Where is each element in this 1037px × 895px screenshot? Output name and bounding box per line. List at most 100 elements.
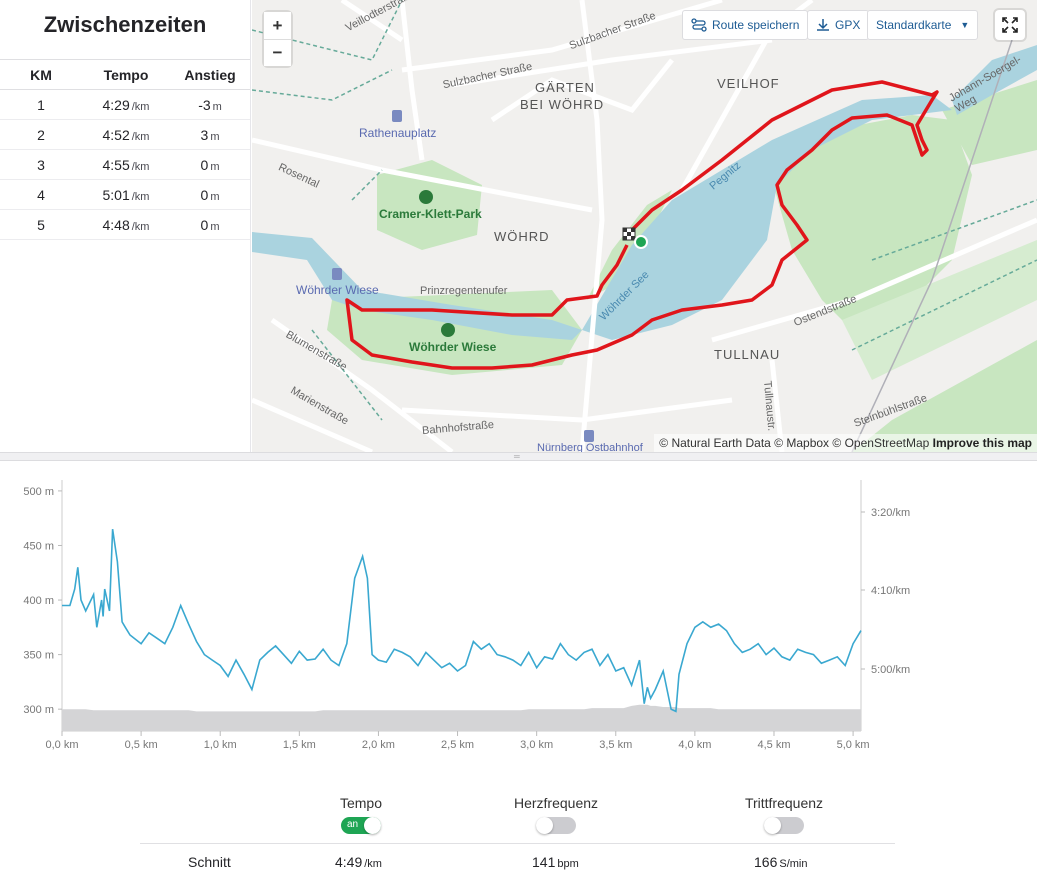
split-tempo-value: 4:52 [102,126,130,143]
split-tempo: 4:55/km [82,157,170,173]
split-row: 1 4:29/km -3 m [0,90,250,120]
avg-cadence-unit: S/min [779,858,808,870]
split-ascent-value: 3 [200,126,209,143]
pace-elevation-chart[interactable]: 500 m 450 m 400 m 350 m 300 m 3:20/km 4:10/km… [0,466,1037,756]
toggle-heart[interactable]: Herzfrequenz [476,795,636,837]
split-tempo: 5:01/km [82,187,170,203]
split-ascent-unit: m [210,190,220,203]
left-tick-label: 300 m [23,704,54,716]
split-ascent-value: -3 [198,96,211,113]
averages-row: Schnitt 4:49/km 141 bpm 166 S/min [140,843,895,883]
avg-cadence-value: 166 [754,854,778,870]
avg-tempo: 4:49/km [335,854,382,870]
zoom-in-button[interactable]: + [264,12,291,39]
park-area [587,190,672,300]
split-tempo-value: 5:01 [102,186,130,203]
split-row: 4 5:01/km 0 m [0,180,250,210]
footpaths [252,0,1037,421]
split-ascent-value: 0 [200,156,209,173]
header-ascent: Anstieg [184,66,236,83]
split-km: 4 [37,186,45,203]
avg-tempo-value: 4:49 [335,854,363,870]
toggle-cadence-label: Trittfrequenz [744,795,824,811]
gpx-button[interactable]: GPX [807,10,870,40]
tempo-switch[interactable]: an [341,817,381,834]
start-marker-icon [634,235,648,249]
split-tempo-unit: /km [131,130,150,143]
toggle-tempo[interactable]: Tempo an [281,795,441,837]
map-label: Cramer-Klett-Park [379,207,482,221]
fullscreen-button[interactable] [995,10,1025,40]
split-km: 1 [37,96,45,113]
tree-icon [441,323,455,337]
transit-icon [584,430,594,442]
switch-on-text: an [347,819,359,830]
split-ascent-value: 0 [200,186,209,203]
split-km: 2 [37,126,45,143]
avg-heart-unit: bpm [557,858,579,870]
map-label: Prinzregentenufer [420,285,508,297]
zoom-out-button[interactable]: − [264,39,291,66]
pace-line [62,528,862,713]
x-tick-label: 3,5 km [599,739,632,751]
map-attribution: © Natural Earth Data © Mapbox © OpenStre… [654,434,1037,452]
x-tick-label: 4,0 km [678,739,711,751]
split-tempo: 4:48/km [82,217,170,233]
x-tick-label: 5,0 km [837,739,870,751]
attribution-osm[interactable]: © OpenStreetMap [832,436,930,450]
toggle-cadence[interactable]: Trittfrequenz [704,795,864,837]
left-tick-label: 400 m [23,595,54,607]
splits-header: KM Tempo Anstieg [0,60,250,90]
left-axis: 500 m 450 m 400 m 350 m 300 m [23,486,62,716]
split-tempo-unit: /km [131,190,150,203]
map-label: VEILHOF [717,76,780,91]
gpx-label: GPX [835,18,861,32]
right-axis: 3:20/km 4:10/km 5:00/km [861,507,910,676]
park-area [772,115,972,330]
right-tick-label: 3:20/km [871,507,910,519]
tree-icon [419,190,433,204]
map-label: Wöhrder Wiese [296,283,379,297]
toggle-heart-label: Herzfrequenz [513,795,599,811]
attribution-ned[interactable]: © Natural Earth Data [659,436,771,450]
cadence-switch[interactable] [764,817,804,834]
woehrder-see [582,95,952,340]
park-area [852,340,1037,452]
map-label: Nürnberg Ostbahnhof [537,442,643,452]
transit-icon [332,268,342,280]
streets [252,0,1037,452]
x-tick-label: 2,5 km [441,739,474,751]
resize-handle[interactable]: ═ [0,452,1037,461]
split-tempo: 4:52/km [82,127,170,143]
split-km: 3 [37,156,45,173]
header-km: KM [30,66,52,83]
river-east [952,45,1037,115]
map-label: TULLNAU [714,347,781,362]
map-style-dropdown[interactable]: Standardkarte ▼ [867,10,979,40]
left-tick-label: 350 m [23,650,54,662]
route-map[interactable]: Veillodterstraße Sulzbacher Straße Sulzb… [252,0,1037,452]
toggle-tempo-label: Tempo [339,795,383,811]
right-tick-label: 4:10/km [871,585,910,597]
map-canvas[interactable] [252,0,1037,452]
split-row: 5 4:48/km 0 m [0,210,250,240]
x-tick-label: 1,0 km [204,739,237,751]
avg-heart: 141 bpm [532,854,579,870]
x-tick-label: 1,5 km [283,739,316,751]
split-km: 5 [37,216,45,233]
split-ascent: -3 m [170,97,250,113]
split-tempo-value: 4:48 [102,216,130,233]
save-route-button[interactable]: Route speichern [682,10,809,40]
split-tempo-value: 4:55 [102,156,130,173]
split-tempo-unit: /km [131,100,150,113]
attribution-mapbox[interactable]: © Mapbox [774,436,830,450]
split-tempo-unit: /km [131,160,150,173]
improve-map-link[interactable]: Improve this map [932,436,1032,450]
heart-switch[interactable] [536,817,576,834]
route-line [345,80,939,370]
map-label: BEI WÖHRD [520,97,605,112]
